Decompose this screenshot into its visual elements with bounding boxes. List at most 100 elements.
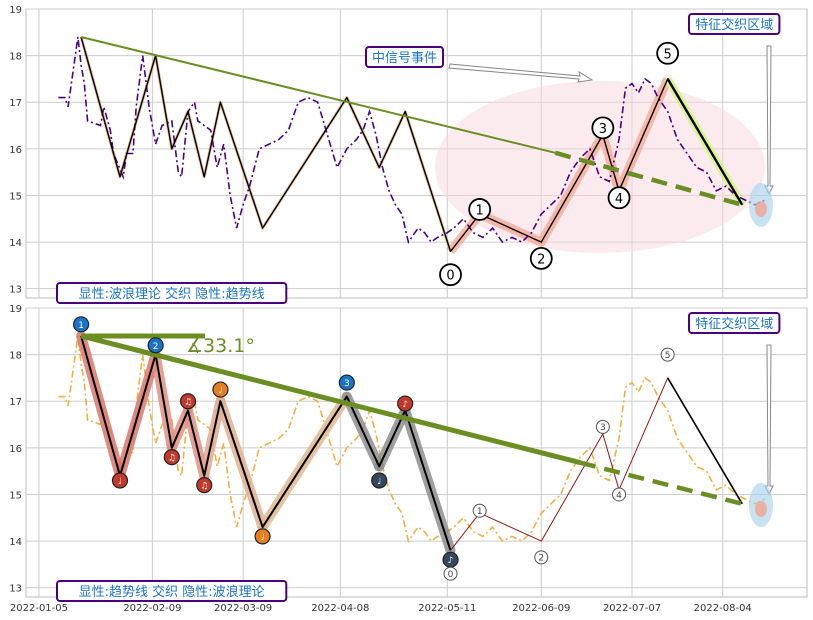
bottom-wave-label-circle: [595, 419, 610, 434]
bottom-legend-label-frame: [56, 580, 288, 602]
bottom-pivot-marker: ♫: [196, 477, 213, 494]
xtick-label: 2022-04-08: [311, 603, 369, 614]
bottom-zone-label: 特征交织区域: [688, 312, 781, 334]
bottom-pivot-marker: 1: [72, 316, 90, 333]
top-wave-label-0: 0: [439, 263, 462, 287]
top-ytick-label: 14: [9, 238, 22, 249]
top-ytick-label: 17: [9, 98, 22, 109]
top-wave-label-text: 4: [615, 192, 623, 207]
top-wave-label-circle: [439, 263, 462, 287]
top-ytick-label: 15: [9, 191, 22, 202]
bottom-pivot-circle: [196, 477, 213, 494]
bottom-ytick-label: 16: [9, 444, 22, 455]
top-legend-label-frame: [56, 282, 288, 304]
top-zone-label-frame: [688, 13, 781, 35]
top-legend-label-text: 显性:波浪理论 交织 隐性:趋势线: [79, 286, 265, 302]
bottom-pivot-marker: ♩: [111, 472, 129, 489]
bottom-pivot-marker: ♩: [371, 472, 388, 489]
top-legend-label: 显性:波浪理论 交织 隐性:趋势线: [56, 282, 288, 304]
bottom-wave-label-text: 3: [600, 423, 606, 433]
bottom-wave-label-5: 5: [660, 347, 675, 362]
bottom-pivot-circle: [371, 472, 388, 489]
bottom-ytick-label: 13: [9, 584, 22, 595]
bottom-ytick-label: 18: [9, 351, 22, 362]
bottom-pivot-circle: [179, 393, 197, 410]
bottom-ytick-label: 17: [9, 397, 22, 408]
bottom-pivot-marker: 2: [147, 337, 164, 354]
bottom-wave-label-text: 5: [665, 351, 671, 361]
bottom-pivot-text: 1: [78, 321, 84, 331]
top-trendline-dashed: [554, 150, 743, 207]
top-wave-label-circle: [591, 116, 615, 140]
top-ytick-label: 16: [9, 145, 22, 156]
bottom-wave-label-circle: [612, 487, 627, 502]
bottom-pivot-circle: [111, 472, 129, 489]
bottom-zone-arrow: [764, 344, 774, 496]
top-event-label: 中信号事件: [365, 46, 444, 68]
bottom-wave-label-text: 1: [477, 507, 483, 517]
bottom-pivot-text: 3: [344, 379, 350, 389]
top-target-glow-inner: [755, 201, 767, 217]
top-wave-label-text: 0: [446, 269, 454, 284]
bottom-legend-label: 显性:趋势线 交织 隐性:波浪理论: [56, 580, 288, 602]
xtick-label: 2022-02-09: [123, 603, 181, 614]
top-ytick-label: 19: [9, 5, 22, 16]
bottom-target-glow: [749, 483, 773, 527]
bottom-wave-line: [80, 335, 452, 551]
top-wave-label-2: 2: [529, 246, 553, 270]
top-wave-label-circle: [656, 41, 680, 65]
bottom-pivot-text: ♩: [377, 477, 381, 487]
bottom-wave-label-0: 0: [443, 566, 458, 581]
bottom-wave-label-circle: [472, 503, 487, 518]
bottom-wave-final: [667, 377, 743, 505]
bottom-trendline-dashed: [579, 460, 743, 506]
bottom-pivot-circle: [212, 381, 229, 398]
bottom-pivot-circle: [338, 374, 355, 391]
top-wave-label-3: 3: [591, 116, 615, 140]
top-wave-label-text: 3: [599, 122, 607, 137]
bottom-target-glow-inner: [755, 501, 767, 517]
top-price-line: [58, 36, 766, 245]
bottom-ytick-label: 19: [9, 304, 22, 315]
bottom-wave-label-circle: [443, 566, 458, 581]
bottom-pivot-text: 2: [153, 342, 159, 352]
bottom-zone-label-text: 特征交织区域: [695, 316, 773, 332]
bottom-pivot-marker: ♫: [179, 393, 197, 410]
bottom-wave-label-circle: [534, 550, 549, 565]
top-wave-label-circle: [468, 198, 492, 221]
top-zone-arrow-shape: [764, 45, 774, 196]
top-wave-label-text: 5: [664, 47, 672, 62]
bottom-ytick-label: 15: [9, 490, 22, 501]
bottom-pivot-text: ♫: [168, 454, 176, 464]
top-wave-final-line: [666, 78, 744, 206]
xtick-label: 2022-07-07: [603, 603, 661, 614]
bottom-pivot-circle: [163, 449, 180, 466]
bottom-angle-label: ∡33.1°: [186, 335, 255, 357]
top-wave-label-5: 5: [656, 41, 680, 65]
top-ytick-label: 18: [9, 52, 22, 63]
bottom-wave-label-3: 3: [595, 419, 610, 434]
bottom-pivot-text: ♩: [218, 386, 222, 396]
top-zone-label-text: 特征交织区域: [695, 17, 773, 33]
bottom-pivot-text: ♫: [200, 482, 208, 492]
xtick-label: 2022-05-11: [418, 603, 476, 614]
bottom-pivot-text: ♪: [402, 400, 408, 410]
bottom-pivot-marker: ♫: [163, 449, 180, 466]
top-target-glow: [749, 183, 773, 227]
top-wave-label-4: 4: [607, 186, 631, 210]
top-wave-label-circle: [529, 246, 553, 270]
bottom-pivot-text: ♫: [184, 398, 192, 408]
top-wave-label-circle: [607, 186, 631, 210]
top-signal-ellipse: [435, 81, 765, 253]
top-ytick-label: 13: [9, 285, 22, 296]
bottom-wave-label-text: 0: [448, 570, 454, 580]
top-zone-label: 特征交织区域: [688, 13, 781, 35]
bottom-pivot-text: ♪: [448, 556, 454, 566]
bottom-pivot-text: ♩: [118, 477, 122, 487]
bottom-price-line: [58, 335, 766, 544]
top-wave-line: [80, 36, 743, 253]
bottom-pivot-circle: [397, 395, 414, 412]
top-zone-arrow: [764, 45, 774, 196]
bottom-pivot-marker: ♩: [254, 528, 271, 545]
